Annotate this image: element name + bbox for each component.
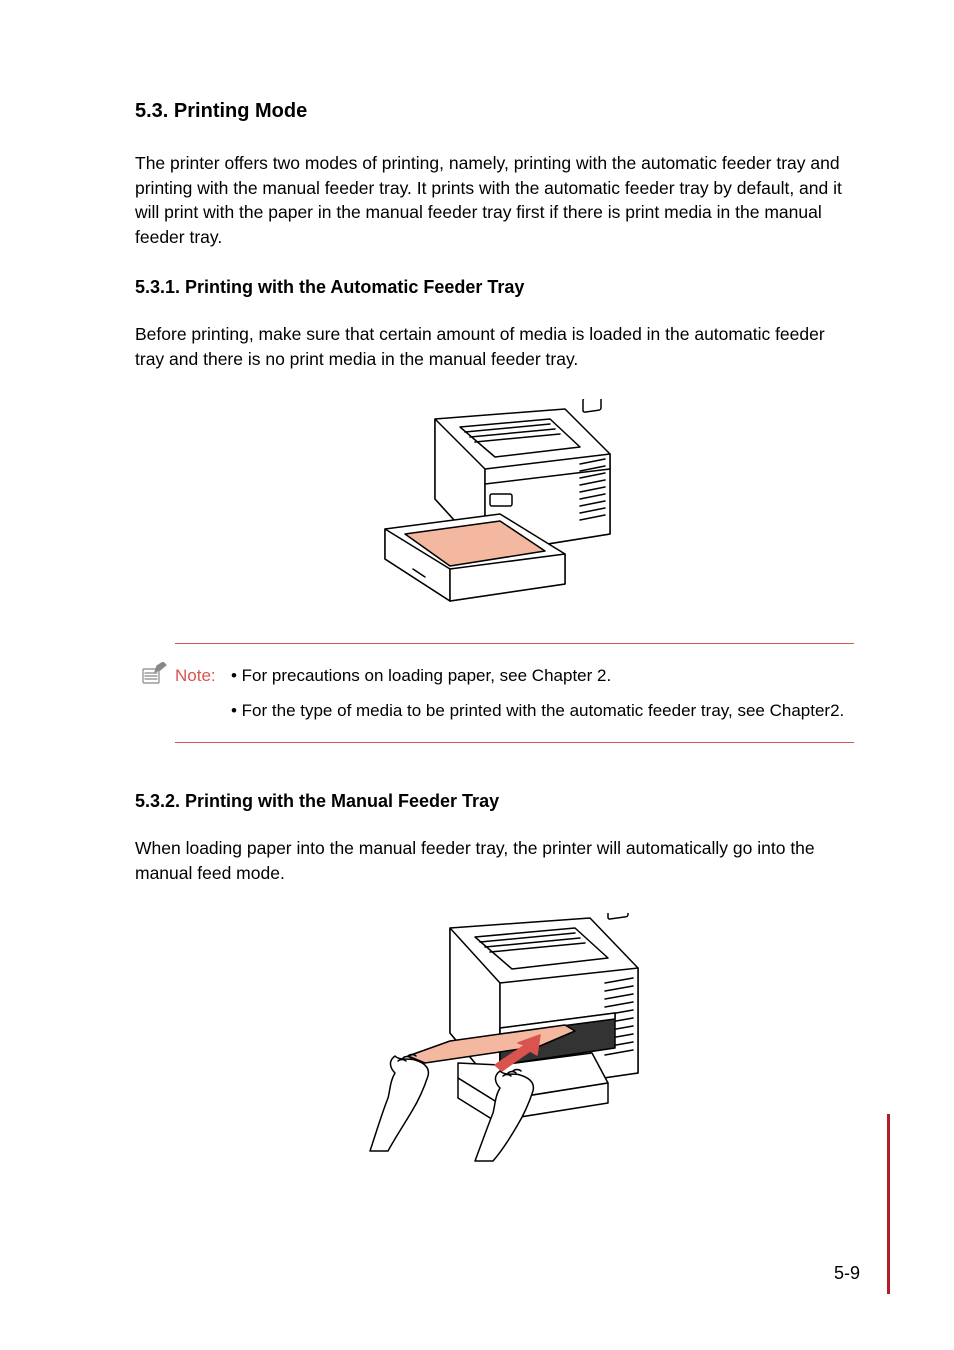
document-page: 5.3. Printing Mode The printer offers tw…	[0, 0, 954, 1350]
heading-auto-feeder: 5.3.1. Printing with the Automatic Feede…	[135, 277, 854, 298]
printer-manual-feed-illustration	[340, 913, 650, 1163]
note-icon	[141, 662, 167, 691]
note-block: Note: • For precautions on loading paper…	[175, 643, 854, 743]
heading-printing-mode: 5.3. Printing Mode	[135, 100, 854, 123]
figure-manual-feeder-tray	[135, 913, 854, 1163]
figure-auto-feeder-tray	[135, 399, 854, 609]
note-text-1: • For precautions on loading paper, see …	[231, 662, 854, 689]
note-row-2: Note: • For the type of media to be prin…	[175, 697, 854, 724]
printer-auto-tray-illustration	[365, 399, 625, 609]
heading-manual-feeder: 5.3.2. Printing with the Manual Feeder T…	[135, 791, 854, 812]
paragraph-intro: The printer offers two modes of printing…	[135, 151, 854, 249]
paragraph-manual-feeder: When loading paper into the manual feede…	[135, 836, 854, 885]
note-text-2: • For the type of media to be printed wi…	[231, 697, 854, 724]
note-label: Note:	[175, 662, 231, 689]
page-number: 5-9	[834, 1263, 860, 1284]
note-row-1: Note: • For precautions on loading paper…	[175, 662, 854, 689]
side-rule	[887, 1114, 890, 1294]
paragraph-auto-feeder: Before printing, make sure that certain …	[135, 322, 854, 371]
